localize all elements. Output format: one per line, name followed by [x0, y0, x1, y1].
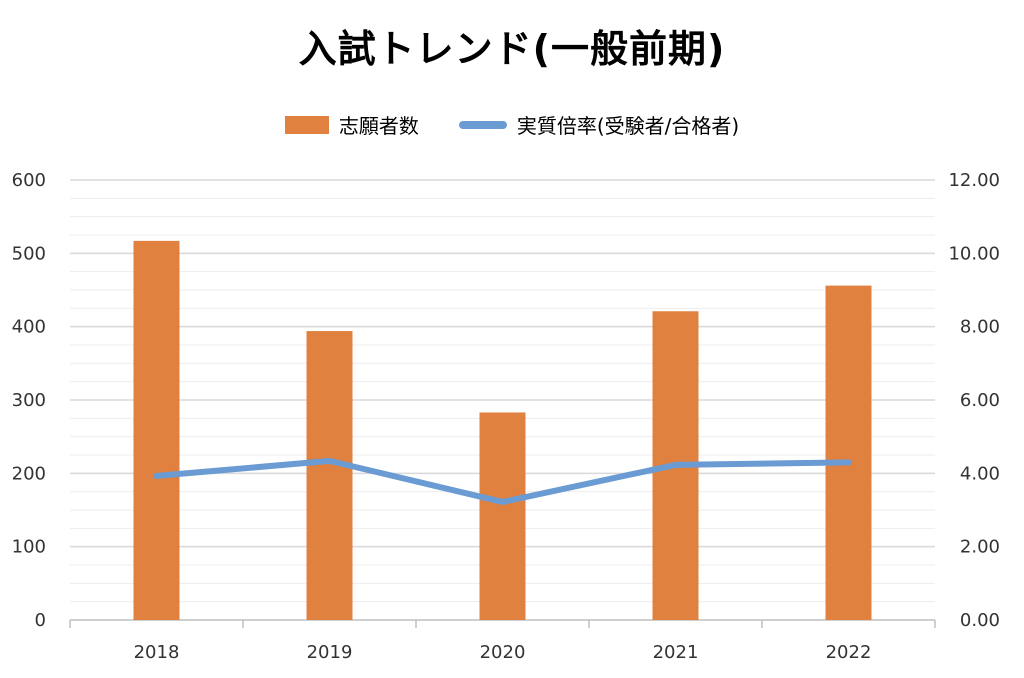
- y-right-tick-label: 10.00: [948, 243, 1000, 264]
- y-left-tick-label: 600: [12, 170, 46, 191]
- y-left-tick-label: 500: [12, 243, 46, 264]
- y-left-tick-label: 300: [12, 390, 46, 411]
- y-left-tick-label: 400: [12, 317, 46, 338]
- ratio-point-2020: [499, 498, 506, 505]
- legend-entry-ratio: 実質倍率(受験者/合格者): [458, 110, 740, 139]
- legend-label-ratio: 実質倍率(受験者/合格者): [516, 114, 740, 138]
- bar-2022: [825, 285, 872, 620]
- x-tick-label: 2022: [826, 642, 872, 663]
- legend: 志願者数 実質倍率(受験者/合格者): [0, 110, 1024, 139]
- y-left-tick-label: 100: [12, 537, 46, 558]
- x-tick-label: 2020: [480, 642, 526, 663]
- bar-2018: [133, 240, 180, 620]
- legend-label-applicants: 志願者数: [338, 114, 419, 138]
- x-tick-label: 2018: [134, 642, 180, 663]
- y-right-tick-label: 0.00: [960, 610, 1000, 631]
- legend-swatch-ratio: [458, 120, 507, 129]
- x-tick-label: 2021: [653, 642, 699, 663]
- y-left-tick-label: 200: [12, 463, 46, 484]
- ratio-point-2021: [672, 461, 679, 468]
- y-right-tick-label: 2.00: [960, 537, 1000, 558]
- bar-2019: [306, 331, 353, 620]
- y-right-tick-label: 12.00: [948, 170, 1000, 191]
- bar-2020: [479, 412, 526, 620]
- y-right-tick-label: 8.00: [960, 317, 1000, 338]
- y-right-tick-label: 6.00: [960, 390, 1000, 411]
- legend-entry-applicants: 志願者数: [284, 110, 419, 139]
- ratio-point-2018: [153, 472, 160, 479]
- ratio-point-2022: [845, 459, 852, 466]
- chart-title: 入試トレンド(一般前期): [298, 27, 726, 71]
- y-left-tick-label: 0: [35, 610, 46, 631]
- x-tick-label: 2019: [307, 642, 353, 663]
- ratio-point-2019: [326, 457, 333, 464]
- legend-swatch-applicants: [284, 115, 329, 134]
- y-right-tick-label: 4.00: [960, 463, 1000, 484]
